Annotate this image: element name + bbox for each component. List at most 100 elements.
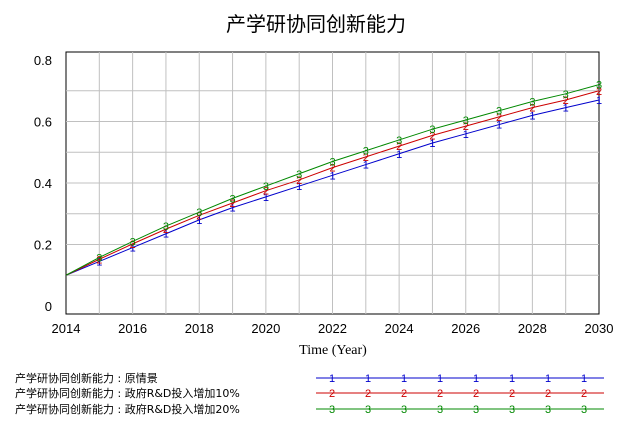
series-line xyxy=(65,84,600,276)
legend-item: 产学研协同创新能力 : 原情景 1 1 1 1 1 1 1 1 xyxy=(15,371,604,385)
series-marker: 3 xyxy=(596,80,602,92)
legend-marker: 2 xyxy=(473,388,479,400)
legend-marker: 3 xyxy=(401,404,407,416)
series-marker: 2 xyxy=(563,95,569,107)
series-marker: 3 xyxy=(196,207,202,219)
series-marker: 2 xyxy=(263,186,269,198)
chart-title: 产学研协同创新能力 xyxy=(226,12,406,36)
legend-marker: 1 xyxy=(401,373,407,385)
series-marker: 1 xyxy=(529,110,535,122)
series-marker: 2 xyxy=(130,239,136,251)
gridlines xyxy=(66,52,599,314)
legend-marker: 2 xyxy=(365,388,371,400)
legend-marker: 1 xyxy=(581,373,587,385)
x-tick-label: 2018 xyxy=(185,321,214,336)
series-marker: 1 xyxy=(596,95,602,107)
legend-label: 产学研协同创新能力 : 政府R&D投入增加10% xyxy=(15,386,240,400)
series-marker: 2 xyxy=(196,210,202,222)
series-marker: 3 xyxy=(463,115,469,127)
series-marker: 2 xyxy=(296,175,302,187)
series-marker: 3 xyxy=(329,156,335,168)
legend-marker: 3 xyxy=(545,404,551,416)
series-marker: 1 xyxy=(429,138,435,150)
legend-marker: 3 xyxy=(509,404,515,416)
series-marker: 3 xyxy=(496,106,502,118)
series-marker: 1 xyxy=(329,170,335,182)
series-marker: 2 xyxy=(529,103,535,115)
series-line xyxy=(65,99,600,276)
series-marker: 1 xyxy=(96,256,102,268)
x-tick-label: 2016 xyxy=(118,321,147,336)
legend-label: 产学研协同创新能力 : 政府R&D投入增加20% xyxy=(15,402,240,416)
series-marker: 3 xyxy=(163,221,169,233)
series-marker: 3 xyxy=(230,193,236,205)
series-marker: 3 xyxy=(96,252,102,264)
series-marker: 1 xyxy=(463,129,469,141)
y-axis-ticks: 0 0.2 0.4 0.6 0.8 xyxy=(34,53,52,314)
series-1: 1 1 1 1 1 1 1 1 1 1 1 1 1 1 1 1 xyxy=(65,95,602,276)
series-marker: 2 xyxy=(363,152,369,164)
legend-marker: 1 xyxy=(365,373,371,385)
legend-item: 产学研协同创新能力 : 政府R&D投入增加10% 2 2 2 2 2 2 2 2 xyxy=(15,386,604,400)
x-tick-label: 2030 xyxy=(585,321,614,336)
series-marker: 2 xyxy=(429,130,435,142)
series-marker: 1 xyxy=(263,192,269,204)
legend-marker: 2 xyxy=(437,388,443,400)
series-marker: 1 xyxy=(196,215,202,227)
series-marker: 3 xyxy=(263,181,269,193)
legend-marker: 1 xyxy=(473,373,479,385)
series-marker: 3 xyxy=(529,97,535,109)
legend-marker: 2 xyxy=(401,388,407,400)
series-marker: 1 xyxy=(496,120,502,132)
series-lines: 1111111111111111222222222222222233333333… xyxy=(65,80,602,276)
series-line xyxy=(65,90,600,276)
series-marker: 2 xyxy=(96,254,102,266)
x-tick-label: 2020 xyxy=(251,321,280,336)
y-tick-label: 0.6 xyxy=(34,115,52,130)
series-marker: 3 xyxy=(396,135,402,147)
legend-marker: 2 xyxy=(329,388,335,400)
legend-marker: 1 xyxy=(545,373,551,385)
series-marker: 1 xyxy=(396,149,402,161)
legend-marker: 1 xyxy=(509,373,515,385)
series-marker: 1 xyxy=(130,243,136,255)
x-tick-label: 2022 xyxy=(318,321,347,336)
legend-marker: 2 xyxy=(545,388,551,400)
legend-marker: 3 xyxy=(365,404,371,416)
y-tick-label: 0.2 xyxy=(34,238,52,253)
legend-marker: 1 xyxy=(329,373,335,385)
series-marker: 1 xyxy=(363,160,369,172)
series-marker: 2 xyxy=(329,163,335,175)
legend-item: 产学研协同创新能力 : 政府R&D投入增加20% 3 3 3 3 3 3 3 3 xyxy=(15,402,604,416)
legend-marker: 2 xyxy=(581,388,587,400)
x-tick-label: 2028 xyxy=(518,321,547,336)
legend-marker: 3 xyxy=(437,404,443,416)
y-tick-label: 0.4 xyxy=(34,176,52,191)
legend-marker: 1 xyxy=(437,373,443,385)
y-tick-label: 0.8 xyxy=(34,53,52,68)
series-marker: 1 xyxy=(163,229,169,241)
series-marker: 2 xyxy=(163,224,169,236)
series-marker: 2 xyxy=(496,112,502,124)
series-marker: 3 xyxy=(130,236,136,248)
legend-marker: 3 xyxy=(473,404,479,416)
series-2: 2 2 2 2 2 2 2 2 2 2 2 2 2 2 2 2 xyxy=(65,86,602,276)
legend-marker: 3 xyxy=(329,404,335,416)
series-marker: 3 xyxy=(429,124,435,136)
series-marker: 1 xyxy=(230,203,236,215)
x-tick-label: 2026 xyxy=(451,321,480,336)
series-marker: 3 xyxy=(563,89,569,101)
series-marker: 2 xyxy=(396,141,402,153)
series-marker: 3 xyxy=(296,169,302,181)
x-axis-ticks: 2014 2016 2018 2020 2022 2024 2026 2028 2030 xyxy=(52,321,614,336)
x-tick-label: 2024 xyxy=(385,321,414,336)
series-marker: 2 xyxy=(230,198,236,210)
legend-label: 产学研协同创新能力 : 原情景 xyxy=(15,371,158,385)
legend-marker: 3 xyxy=(581,404,587,416)
legend-marker: 2 xyxy=(509,388,515,400)
series-marker: 2 xyxy=(596,86,602,98)
series-marker: 2 xyxy=(463,121,469,133)
series-3: 3 3 3 3 3 3 3 3 3 3 3 3 3 3 3 3 xyxy=(65,80,602,276)
series-marker: 1 xyxy=(296,181,302,193)
